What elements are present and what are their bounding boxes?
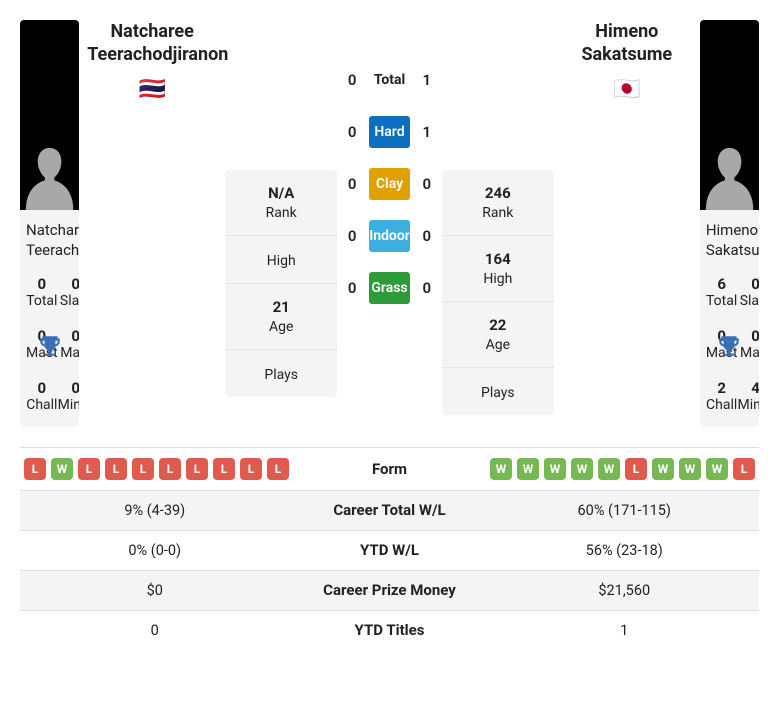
player1-plays: Plays	[225, 349, 337, 397]
form-pill: L	[213, 458, 235, 480]
player2-chall: 2Chall	[706, 379, 738, 413]
form-pill: L	[625, 458, 647, 480]
h2h-p1-score: 0	[345, 123, 359, 141]
player1-header-name: Natcharee Teerachodjiranon	[87, 20, 217, 67]
form-pill: L	[267, 458, 289, 480]
player1-high: High	[225, 235, 337, 283]
compare-p1: 0	[20, 612, 290, 649]
compare-row: 9% (4-39)Career Total W/L60% (171-115)	[20, 490, 759, 530]
h2h-p2-score: 1	[420, 123, 434, 141]
compare-p2: 56% (23-18)	[490, 532, 760, 569]
form-pill: L	[24, 458, 46, 480]
player2-total: 6Total	[706, 275, 738, 309]
form-pill: W	[652, 458, 674, 480]
compare-p1: 0% (0-0)	[20, 532, 290, 569]
player1-flag-icon: 🇹🇭	[87, 77, 217, 102]
form-pill: L	[733, 458, 755, 480]
compare-row: 0% (0-0)YTD W/L56% (23-18)	[20, 530, 759, 570]
h2h-row: 0 Grass 0	[345, 272, 434, 304]
player1-name: Natcharee Teerachodjiranon	[20, 210, 79, 275]
h2h-p1-score: 0	[345, 279, 359, 297]
h2h-p1-score: 0	[345, 175, 359, 193]
compare-row: 0YTD Titles1	[20, 610, 759, 650]
surface-pill: Hard	[369, 116, 410, 148]
form-pill: W	[571, 458, 593, 480]
surface-pill: Indoor	[369, 220, 410, 252]
player2-silhouette	[700, 20, 759, 210]
compare-label: YTD Titles	[290, 621, 490, 639]
player1-slam: 0Slam	[58, 275, 80, 309]
center-section: Natcharee Teerachodjiranon 🇹🇭 N/ARank Hi…	[87, 20, 692, 427]
form-pill: W	[706, 458, 728, 480]
player2-titles: 6Total 0Slam 0Mast 0Main 2Chall 4Minor	[700, 275, 759, 427]
surface-pill: Total	[369, 64, 410, 96]
compare-label: Career Total W/L	[290, 501, 490, 519]
compare-label: Career Prize Money	[290, 581, 490, 599]
compare-p2: $21,560	[490, 572, 760, 609]
player2-minor: 4Minor	[737, 379, 759, 413]
player1-card: Natcharee Teerachodjiranon 0Total 0Slam …	[20, 20, 79, 427]
player2-stats: 246Rank 164High 22Age Plays	[442, 170, 554, 427]
player1-minor: 0Minor	[58, 379, 80, 413]
player2-age: 22Age	[442, 301, 554, 367]
player2-form: WWWWWLWWWL	[486, 448, 759, 490]
form-pill: W	[517, 458, 539, 480]
player2-slam: 0Slam	[737, 275, 759, 309]
h2h-p2-score: 1	[420, 71, 434, 89]
form-pill: L	[105, 458, 127, 480]
h2h-p2-score: 0	[420, 227, 434, 245]
player1-rank: N/ARank	[225, 170, 337, 235]
player1-titles: 0Total 0Slam 0Mast 0Main 0Chall 0Minor	[20, 275, 79, 427]
player2-header-name: Himeno Sakatsume	[562, 20, 692, 67]
form-pill: W	[679, 458, 701, 480]
h2h-p2-score: 0	[420, 279, 434, 297]
form-pill: W	[51, 458, 73, 480]
player1-silhouette	[20, 20, 79, 210]
form-pill: L	[132, 458, 154, 480]
surface-pill: Clay	[369, 168, 410, 200]
compare-p2: 60% (171-115)	[490, 492, 760, 529]
player2-high: 164High	[442, 235, 554, 301]
player2-header: Himeno Sakatsume 🇯🇵	[562, 20, 692, 427]
player1-form: LWLLLLLLLL	[20, 448, 293, 490]
h2h-row: 0 Hard 1	[345, 116, 434, 148]
form-pill: L	[240, 458, 262, 480]
player1-chall: 0Chall	[26, 379, 58, 413]
h2h-row: 0 Clay 0	[345, 168, 434, 200]
compare-p1: 9% (4-39)	[20, 492, 290, 529]
player2-plays: Plays	[442, 367, 554, 415]
player2-rank: 246Rank	[442, 170, 554, 235]
compare-row: $0Career Prize Money$21,560	[20, 570, 759, 610]
compare-p2: 1	[490, 612, 760, 649]
player2-name: Himeno Sakatsume	[700, 210, 759, 275]
h2h-row: 0 Indoor 0	[345, 220, 434, 252]
h2h-p1-score: 0	[345, 227, 359, 245]
player1-age: 21Age	[225, 283, 337, 349]
trophy-icon	[37, 333, 63, 363]
player1-total: 0Total	[26, 275, 58, 309]
form-pill: W	[490, 458, 512, 480]
player2-flag-icon: 🇯🇵	[562, 77, 692, 102]
compare-table: LWLLLLLLLLFormWWWWWLWWWL9% (4-39)Career …	[20, 447, 759, 650]
form-pill: L	[78, 458, 100, 480]
player1-stats: N/ARank High 21Age Plays	[225, 170, 337, 427]
compare-p1: $0	[20, 572, 290, 609]
form-row: LWLLLLLLLLFormWWWWWLWWWL	[20, 447, 759, 490]
form-label: Form	[293, 460, 486, 478]
trophy-icon	[716, 333, 742, 363]
player2-card: Himeno Sakatsume 6Total 0Slam 0Mast 0Mai…	[700, 20, 759, 427]
surface-pill: Grass	[369, 272, 410, 304]
form-pill: L	[186, 458, 208, 480]
compare-label: YTD W/L	[290, 541, 490, 559]
h2h-p2-score: 0	[420, 175, 434, 193]
form-pill: W	[598, 458, 620, 480]
h2h-column: 0 Total 1 0 Hard 1 0 Clay 0 0 Indoor 0 0 Grass 0	[345, 20, 434, 427]
h2h-p1-score: 0	[345, 71, 359, 89]
form-pill: L	[159, 458, 181, 480]
player1-header: Natcharee Teerachodjiranon 🇹🇭	[87, 20, 217, 427]
form-pill: W	[544, 458, 566, 480]
h2h-row: 0 Total 1	[345, 64, 434, 96]
top-section: Natcharee Teerachodjiranon 0Total 0Slam …	[20, 20, 759, 427]
